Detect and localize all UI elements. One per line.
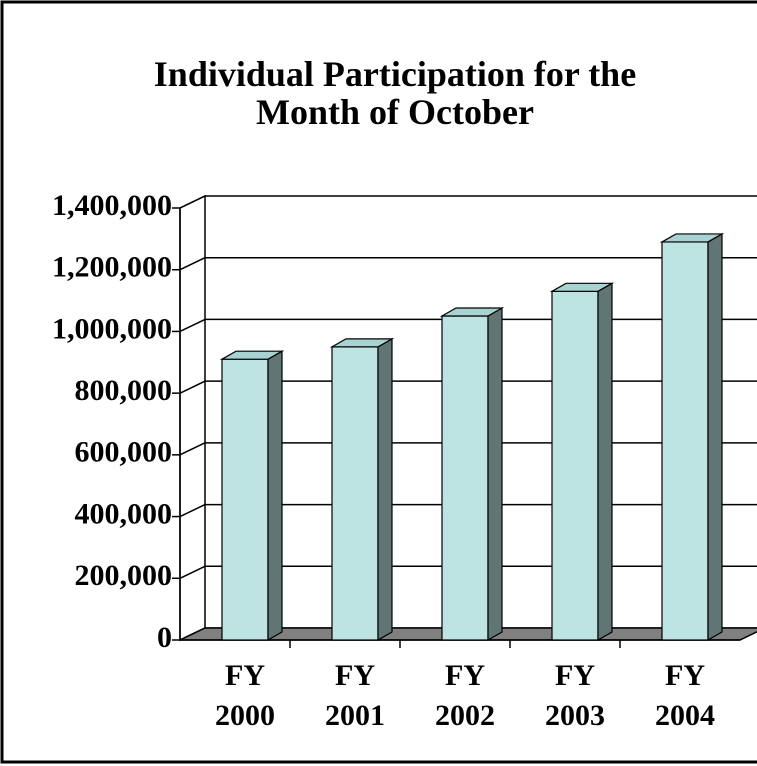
- grid-line: [179, 565, 206, 579]
- y-tick-label: 0: [157, 621, 172, 654]
- x-tick-label: FY 2003: [545, 659, 605, 732]
- grid-line: [179, 195, 206, 209]
- y-tick-label: 200,000: [75, 559, 173, 592]
- grid-line: [179, 257, 206, 271]
- grid-line: [179, 318, 206, 333]
- bar-side: [597, 282, 613, 642]
- grid-line: [179, 503, 206, 518]
- bar-front: [661, 241, 709, 641]
- bar-top: [219, 350, 285, 360]
- bar-front: [441, 315, 489, 641]
- chart-title: Individual Participation for the Month of…: [154, 54, 636, 132]
- y-tick-label: 800,000: [75, 374, 173, 407]
- bar: [219, 350, 285, 642]
- y-tick-label: 1,000,000: [52, 312, 172, 345]
- x-tick-label: FY 2001: [325, 659, 385, 732]
- bar-top: [329, 338, 395, 348]
- bar-top: [549, 282, 615, 292]
- bar: [549, 282, 615, 642]
- bar-side: [487, 306, 503, 642]
- bar-top: [659, 233, 725, 243]
- side-wall: [179, 194, 206, 642]
- y-tick-label: 1,200,000: [52, 251, 172, 284]
- x-tick-label: FY 2000: [215, 659, 275, 732]
- grid-line: [179, 380, 206, 394]
- y-tick-label: 1,400,000: [52, 189, 172, 222]
- bar-top: [439, 307, 505, 317]
- y-tick-label: 400,000: [75, 497, 173, 530]
- bar: [659, 232, 725, 642]
- bar-front: [331, 346, 379, 641]
- bar-front: [221, 358, 269, 641]
- bar-side: [707, 232, 723, 642]
- bar-side: [377, 337, 393, 642]
- grid-line: [179, 442, 206, 456]
- bar: [329, 337, 395, 642]
- bar-front: [551, 290, 599, 641]
- bar-side: [267, 350, 283, 642]
- bar: [439, 306, 505, 642]
- x-tick-label: FY 2004: [655, 659, 715, 732]
- y-tick-label: 600,000: [75, 436, 173, 469]
- x-tick-label: FY 2002: [435, 659, 495, 732]
